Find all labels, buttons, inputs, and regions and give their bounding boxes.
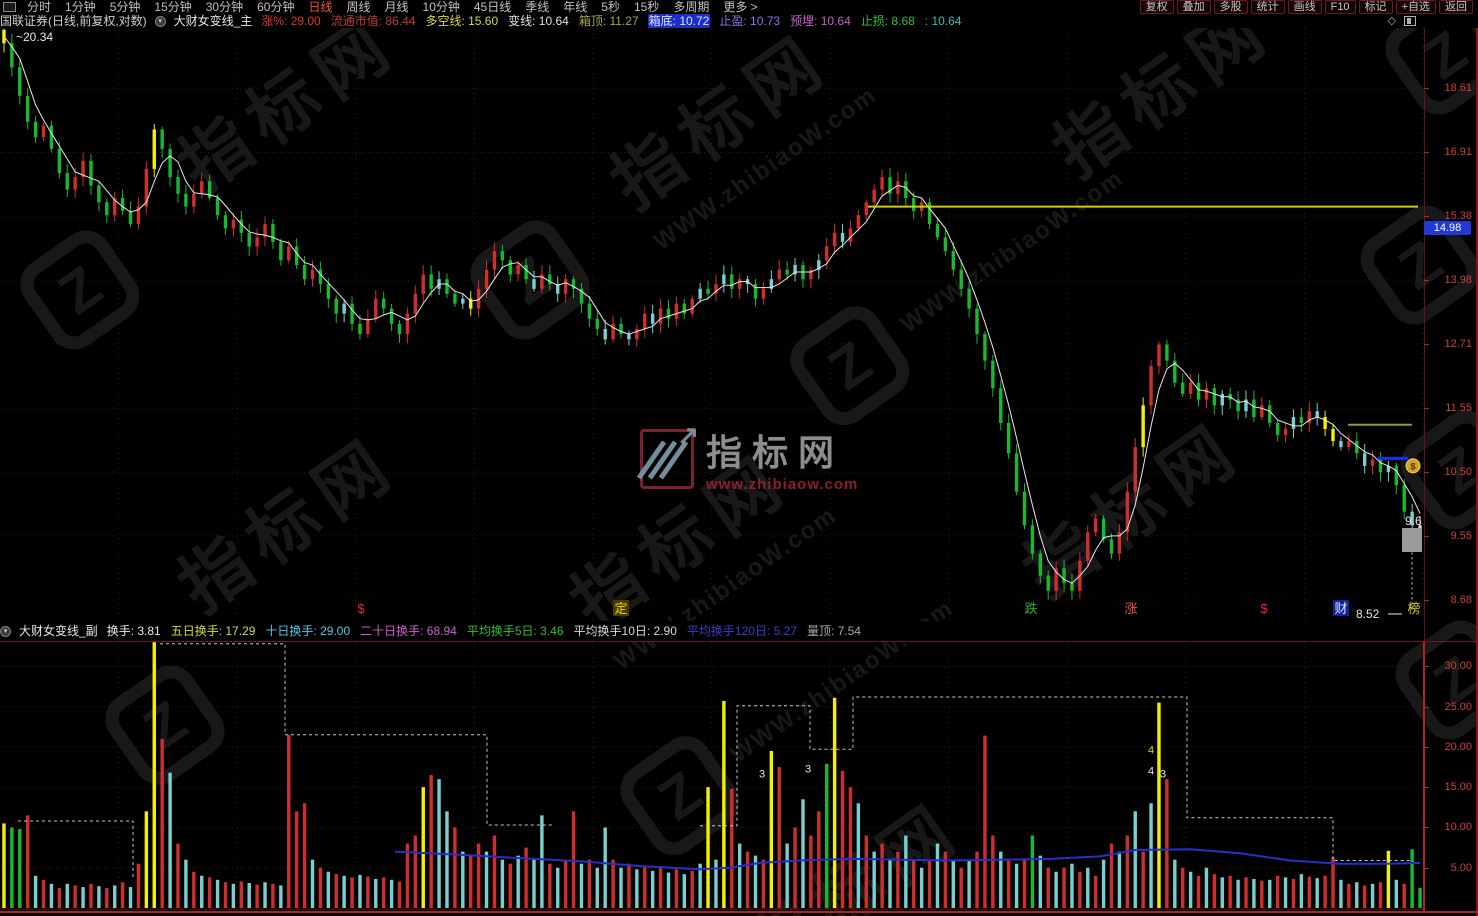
axis-separator xyxy=(1424,28,1425,911)
sub-panel-border xyxy=(1423,642,1425,911)
toolbar-button[interactable]: F10 xyxy=(1324,0,1356,14)
diamond-icon[interactable]: ◇ xyxy=(1387,15,1396,27)
period-menu-item[interactable]: 多周期 xyxy=(673,0,710,14)
svg-text:3: 3 xyxy=(1160,769,1166,781)
toolbar-buttons: 复权 叠加 多股 统计 画线 F10 标记 +自选 返回 xyxy=(1139,0,1478,14)
axis-label: 9.55 xyxy=(1450,529,1472,542)
main-chart-canvas[interactable]: $9.6 8.52 ~20.34 $ 定 跌 涨 $ 财 榜 xyxy=(0,28,1424,622)
main-indicator-name: 大财女变线_主 xyxy=(173,14,253,28)
toolbar-button[interactable]: 多股 xyxy=(1213,0,1248,14)
sub-indicator-header: ▾ 大财女变线_副 换手: 3.81 五日换手: 17.29 十日换手: 29.00… xyxy=(0,621,1424,641)
period-menu-item[interactable]: 5秒 xyxy=(601,0,620,14)
period-menu-items: 分时 1分钟 5分钟 15分钟 30分钟 60分钟 日线 周线 月线 10分钟 45日线 季线 年线 5秒… xyxy=(20,0,765,14)
period-menu-item[interactable]: 季线 xyxy=(525,0,550,14)
period-menubar: 分时 1分钟 5分钟 15分钟 30分钟 60分钟 日线 周线 月线 10分钟 45日线 季线 年线 5秒… xyxy=(0,0,1478,14)
toolbar-button[interactable]: 叠加 xyxy=(1176,0,1211,14)
indicator-field: 箱顶: 11.27 xyxy=(578,14,639,28)
sub-panel-top-border xyxy=(0,641,1478,642)
window-right-border xyxy=(1476,28,1478,916)
indicator-field: 止损: 8.68 xyxy=(860,14,915,28)
period-menu-item[interactable]: 1分钟 xyxy=(65,0,96,14)
toolbar-button[interactable]: 统计 xyxy=(1250,0,1285,14)
indicator-dropdown-icon[interactable]: ▾ xyxy=(154,15,166,27)
toolbar-button[interactable]: 返回 xyxy=(1439,0,1473,14)
window-bottom-border xyxy=(0,911,1478,913)
app-window-icon[interactable] xyxy=(3,2,16,12)
axis-label: 25.00 xyxy=(1444,700,1472,713)
svg-text:涨: 涨 xyxy=(1124,601,1137,616)
period-menu-item[interactable]: 月线 xyxy=(384,0,409,14)
axis-label: 11.55 xyxy=(1445,402,1472,415)
axis-label: 30.00 xyxy=(1444,660,1472,673)
indicator-field: 涨%: 29.00 xyxy=(261,14,321,28)
period-menu-item[interactable]: 30分钟 xyxy=(205,0,244,14)
panel-toggle-icon[interactable] xyxy=(1404,16,1416,26)
period-menu-item[interactable]: 日线 xyxy=(308,0,333,14)
sub-chart-canvas[interactable]: 3 344 3 xyxy=(0,642,1424,910)
period-menu-item[interactable]: 周线 xyxy=(346,0,371,14)
svg-text:定: 定 xyxy=(614,601,627,616)
indicator-field: 平均换手5日: 3.46 xyxy=(466,624,564,638)
indicator-field: : 10.64 xyxy=(924,14,962,28)
indicator-field: 多空线: 15.60 xyxy=(425,14,499,28)
toolbar-button[interactable]: 画线 xyxy=(1287,0,1322,14)
axis-label: 13.98 xyxy=(1444,274,1472,287)
indicator-field: 预埋: 10.64 xyxy=(790,14,851,28)
indicator-field: 流通市值: 86.44 xyxy=(330,14,416,28)
axis-label: 10.50 xyxy=(1444,466,1472,479)
period-menu-item[interactable]: 15秒 xyxy=(633,0,660,14)
svg-text:3: 3 xyxy=(805,764,811,776)
period-menu-item[interactable]: 15分钟 xyxy=(154,0,192,14)
axis-label: 5.00 xyxy=(1450,861,1472,874)
indicator-field: 五日换手: 17.29 xyxy=(170,624,256,638)
sub-indicator-values: 换手: 3.81 五日换手: 17.29 十日换手: 29.00 二十日换手: 68.… xyxy=(106,621,862,641)
indicator-field: 换手: 3.81 xyxy=(106,624,161,638)
period-menu-item[interactable]: 45日线 xyxy=(473,0,512,14)
axis-label: 8.68 xyxy=(1450,593,1472,606)
indicator-field: 箱底: 10.72 xyxy=(647,14,711,28)
indicator-field: 量顶: 7.54 xyxy=(806,624,861,638)
svg-text:$: $ xyxy=(1410,461,1415,471)
axis-label: 20.00 xyxy=(1444,740,1472,753)
axis-label: 12.71 xyxy=(1444,338,1472,351)
stock-title: 国联证券(日线,前复权,对数) xyxy=(0,14,147,28)
toolbar-button[interactable]: +自选 xyxy=(1395,0,1436,14)
last-price-badge: 14.98 xyxy=(1424,221,1471,235)
axis-label: 16.91 xyxy=(1444,146,1472,159)
period-menu-item[interactable]: 10分钟 xyxy=(422,0,460,14)
sub-indicator-dropdown-icon[interactable]: ▾ xyxy=(0,625,11,637)
svg-text:8.52: 8.52 xyxy=(1356,607,1380,621)
axis-label: 10.00 xyxy=(1444,821,1472,834)
indicator-field: 平均换手10日: 2.90 xyxy=(573,624,677,638)
indicator-field: 变线: 10.64 xyxy=(508,14,569,28)
svg-text:~20.34: ~20.34 xyxy=(16,30,53,44)
svg-text:$: $ xyxy=(1260,601,1268,616)
period-menu-item[interactable]: 5分钟 xyxy=(109,0,141,14)
toolbar-button[interactable]: 标记 xyxy=(1358,0,1393,14)
indicator-field: 止盈: 10.73 xyxy=(719,14,781,28)
sub-indicator-name: 大财女变线_副 xyxy=(19,624,98,638)
indicator-field: 二十日换手: 68.94 xyxy=(360,624,457,638)
svg-text:9.6: 9.6 xyxy=(1405,514,1422,528)
indicator-field: 十日换手: 29.00 xyxy=(265,624,351,638)
svg-text:3: 3 xyxy=(759,769,765,781)
svg-text:$: $ xyxy=(357,601,365,616)
indicator-values: 涨%: 29.00 流通市值: 86.44 多空线: 15.60 变线: 10.64 箱… xyxy=(260,14,962,28)
svg-text:4: 4 xyxy=(1148,744,1154,756)
axis-label: 15.00 xyxy=(1444,781,1472,794)
svg-text:榜: 榜 xyxy=(1407,601,1420,616)
period-menu-item[interactable]: 分时 xyxy=(27,0,52,14)
svg-text:财: 财 xyxy=(1334,601,1347,616)
svg-text:跌: 跌 xyxy=(1024,601,1037,616)
indicator-field: 平均换手120日: 5.27 xyxy=(686,624,797,638)
period-menu-item[interactable]: 60分钟 xyxy=(257,0,295,14)
period-menu-item[interactable]: 更多 > xyxy=(723,0,758,14)
period-menu-item[interactable]: 年线 xyxy=(563,0,588,14)
svg-text:4: 4 xyxy=(1148,765,1154,777)
chart-titlebar: 国联证券(日线,前复权,对数) ▾ 大财女变线_主 涨%: 29.00 流通市值:… xyxy=(0,14,1478,28)
toolbar-button[interactable]: 复权 xyxy=(1139,0,1174,14)
axis-label: 18.61 xyxy=(1444,82,1472,95)
